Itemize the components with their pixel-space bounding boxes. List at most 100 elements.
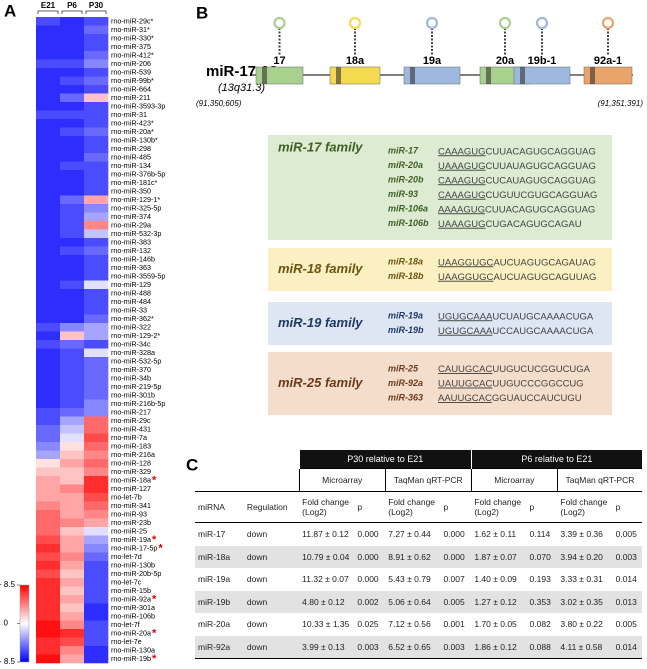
cluster-locus: (13q31.3) [218, 82, 265, 94]
row-label: rno-miR-362* [111, 314, 154, 323]
row-label: rno-miR-19b* [111, 653, 157, 665]
hairpin-loop [498, 16, 512, 30]
column-label: E21 [41, 1, 56, 10]
heatmap-cell [84, 102, 109, 111]
heatmap-cell [60, 195, 85, 205]
heatmap-cell [84, 297, 109, 307]
heatmap-cell [60, 425, 85, 434]
heatmap-cell [60, 578, 85, 587]
row-label-text: rno-miR-363 [111, 263, 151, 272]
colorbar [19, 584, 30, 663]
row-label: rno-miR-374 [111, 212, 151, 221]
heatmap-cell [84, 272, 109, 281]
row-label: rno-miR-423* [111, 118, 154, 127]
row-label: rno-miR-34b [111, 373, 151, 382]
heatmap-cell [36, 416, 61, 426]
heatmap-cell [60, 178, 85, 188]
row-label: rno-miR-350 [111, 186, 151, 195]
sequence-rest: CUUAUAGUGCAGGUAG [486, 160, 596, 171]
heatmap-cell [84, 204, 109, 213]
heatmap-cell [60, 340, 85, 349]
heatmap-cell [84, 255, 109, 264]
heatmap-cell [36, 442, 61, 451]
row-label-text: rno-miR-322 [111, 322, 151, 331]
table-row: P30 relative to E21 P6 relative to E21 [195, 450, 642, 469]
table-cell: 1.70 ± 0.05 [474, 619, 517, 630]
heatmap-cell [60, 238, 85, 247]
heatmap-cell [36, 195, 61, 205]
row-label: rno-miR-181c* [111, 178, 158, 187]
row-label-text: rno-miR-183 [111, 441, 151, 450]
column-header: miRNA [195, 491, 244, 523]
heatmap-cell [84, 365, 109, 375]
row-label-text: rno-miR-376b-5p [111, 169, 165, 178]
gene-box [513, 66, 571, 85]
row-label: rno-miR-328a [111, 348, 155, 357]
member-name: miR-93 [388, 189, 418, 199]
group-header: P30 relative to E21 [298, 450, 472, 469]
column-header: Fold change (Log2) [299, 491, 355, 523]
heatmap-cell [36, 238, 61, 247]
heatmap-cell [60, 221, 85, 230]
table-cell: down [246, 574, 268, 585]
heatmap-cell [60, 229, 85, 239]
table-cell: 0.088 [526, 635, 558, 659]
heatmap-cell [84, 93, 109, 103]
row-label-text: rno-miR-129 [111, 280, 151, 289]
heatmap-cell [60, 119, 85, 128]
row-label-text: rno-miR-216b-5p [111, 399, 165, 408]
heatmap-cell [60, 459, 85, 468]
heatmap-cell [36, 467, 61, 477]
heatmap-cell [84, 323, 109, 332]
heatmap-cell [84, 178, 109, 188]
heatmap-cell [84, 501, 109, 511]
table-cell: 0.001 [443, 619, 465, 630]
heatmap-cell [84, 144, 109, 154]
sequence-rest: UUGUCCCGGCCUG [492, 378, 583, 389]
row-label: rno-miR-15b [111, 586, 151, 595]
heatmap-cell [84, 212, 109, 222]
row-label-text: rno-let-7b [111, 492, 142, 501]
heatmap-cell [36, 229, 61, 239]
heatmap-cell [84, 620, 109, 630]
heatmap-cell [84, 510, 109, 519]
gene-box [255, 66, 304, 85]
heatmap-cell [60, 637, 85, 647]
method-header: TaqMan qRT-PCR [384, 468, 472, 492]
sequence-rest: CUUACAGUGCAGGUAG [486, 146, 596, 157]
heatmap-cell [84, 238, 109, 247]
table-cell: 10.79 ± 0.04 [299, 545, 355, 568]
heatmap-cell [36, 102, 61, 111]
table-cell: 0.114 [529, 529, 551, 540]
heatmap-cell [84, 603, 109, 613]
row-label-text: rno-let-7d [111, 552, 142, 561]
seed-sequence: UAAGGUGC [438, 257, 494, 268]
sequence: UAAGGUGCAUCUAGUGCAGAUAG [438, 257, 596, 268]
heatmap-cell [36, 450, 61, 460]
row-label: rno-miR-206 [111, 59, 151, 68]
row-label: rno-miR-29c* [111, 16, 154, 25]
blank-cell [195, 450, 299, 469]
heatmap-cell [60, 42, 85, 52]
heatmap-cell [84, 484, 109, 494]
row-label-text: rno-miR-132 [111, 246, 151, 255]
table-cell: 8.91 ± 0.62 [385, 545, 441, 568]
row-label-text: rno-miR-298 [111, 144, 151, 153]
table-cell: 3.33 ± 0.31 [560, 574, 603, 585]
end-coordinate: (91,351,391) [598, 99, 644, 108]
method-header: Microarray [470, 468, 558, 492]
heatmap-cell [84, 76, 109, 86]
row-label: rno-miR-532-5p [111, 356, 161, 365]
row-label-text: rno-miR-488 [111, 288, 151, 297]
heatmap-cell [60, 136, 85, 145]
seed-sequence: CAAAGUG [438, 146, 486, 157]
heatmap-cell [84, 561, 109, 570]
panel-label: A [4, 1, 16, 20]
heatmap-cell [84, 654, 109, 664]
heatmap-cell [84, 535, 109, 545]
table-cell: 0.025 [357, 619, 379, 630]
column-bracket [61, 10, 83, 14]
heatmap-cell [36, 76, 61, 86]
heatmap-cell [36, 59, 61, 69]
